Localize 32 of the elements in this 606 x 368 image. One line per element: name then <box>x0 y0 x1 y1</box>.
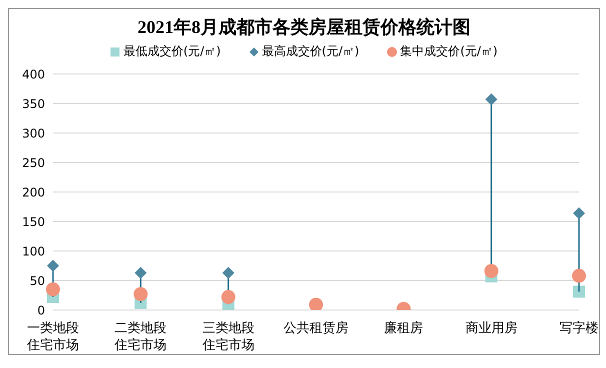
point <box>222 266 234 279</box>
y-tick-label: 50 <box>30 274 45 288</box>
x-tick-label: 三类地段住宅市场 <box>201 321 254 353</box>
point <box>485 93 498 106</box>
chart-title: 2021年8月成都市各类房屋租赁价格统计图 <box>136 16 472 39</box>
x-tick-label: 写字楼 <box>560 320 598 336</box>
legend-label: 最高成交价(元/㎡) <box>262 43 360 60</box>
y-tick-label: 300 <box>22 126 45 140</box>
point <box>309 298 323 310</box>
y-tick-label: 400 <box>22 67 45 82</box>
x-tick-label: 商业用房 <box>465 320 518 336</box>
point <box>484 264 498 278</box>
x-tick-label: 廉租房 <box>384 320 424 336</box>
point <box>573 286 585 298</box>
point <box>47 260 59 272</box>
point <box>134 266 147 279</box>
point <box>572 268 586 283</box>
point <box>46 282 60 296</box>
y-tick-label: 150 <box>22 214 45 229</box>
legend-label: 集中成交价(元/㎡) <box>400 43 498 60</box>
x-tick-label: 二类地段住宅市场 <box>114 321 167 353</box>
x-tick-label: 公共租赁房 <box>284 320 348 336</box>
legend-label: 最低成交价(元/㎡) <box>123 43 221 60</box>
point <box>221 290 236 304</box>
x-tick-label: 一类地段住宅市场 <box>26 321 79 353</box>
point <box>573 207 585 220</box>
y-tick-label: 200 <box>22 185 45 200</box>
y-tick-label: 100 <box>22 244 45 258</box>
y-tick-label: 0 <box>37 303 45 318</box>
point <box>134 287 148 302</box>
y-tick-label: 250 <box>22 156 45 170</box>
y-tick-label: 350 <box>22 96 45 111</box>
